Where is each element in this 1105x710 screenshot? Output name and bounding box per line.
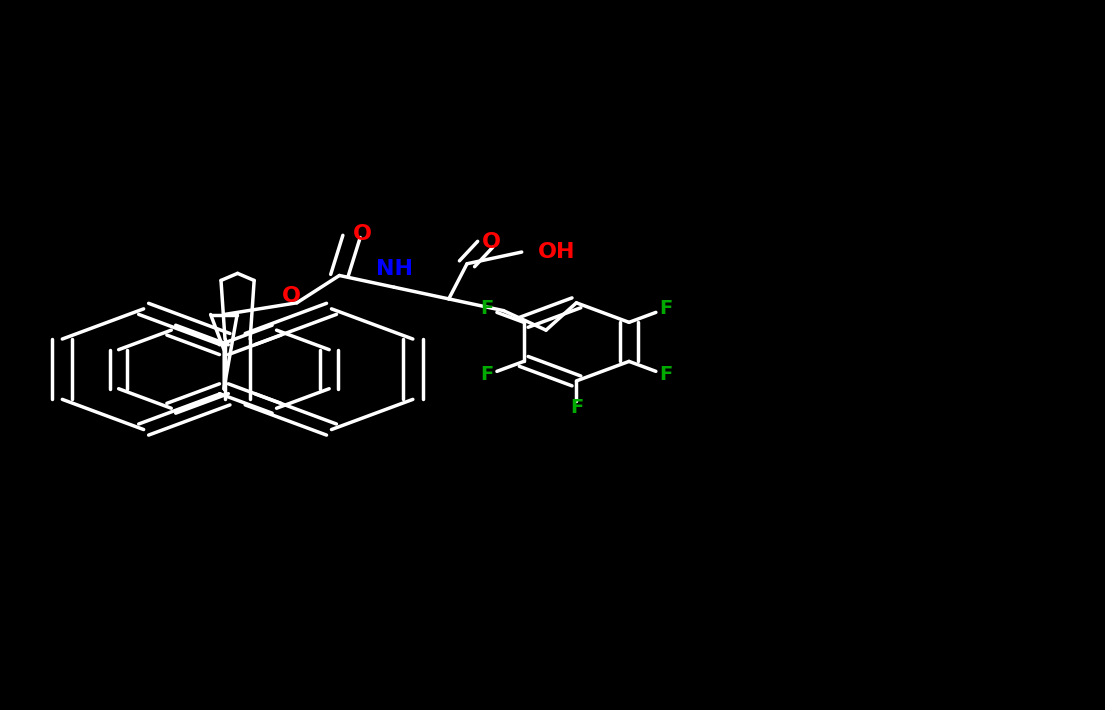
- Text: NH: NH: [376, 258, 412, 279]
- Text: OH: OH: [538, 242, 576, 262]
- Text: O: O: [354, 224, 372, 244]
- Text: O: O: [482, 232, 501, 252]
- Text: F: F: [570, 398, 583, 417]
- Text: O: O: [282, 285, 301, 306]
- Text: F: F: [481, 300, 494, 318]
- Text: F: F: [659, 366, 672, 384]
- Text: F: F: [659, 300, 672, 318]
- Text: F: F: [481, 366, 494, 384]
